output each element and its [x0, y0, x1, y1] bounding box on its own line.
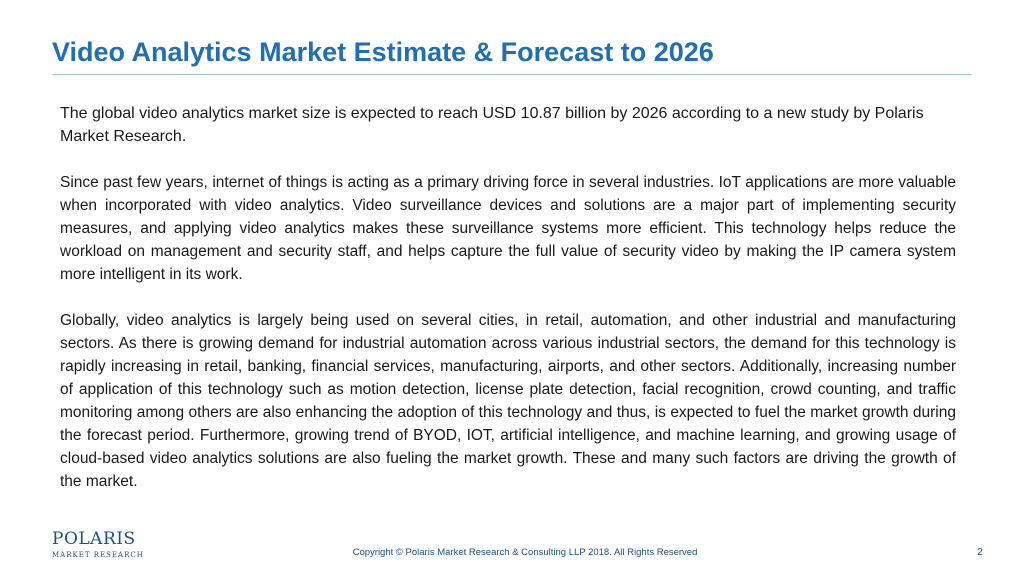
logo-subtitle: MARKET RESEARCH — [52, 551, 144, 559]
slide-title: Video Analytics Market Estimate & Foreca… — [52, 37, 714, 67]
iot-paragraph: Since past few years, internet of things… — [60, 174, 956, 283]
footer-copyright: Copyright © Polaris Market Research & Co… — [352, 547, 698, 558]
global-usage-paragraph: Globally, video analytics is largely bei… — [60, 312, 956, 490]
slide-body: The global video analytics market size i… — [60, 102, 956, 493]
title-divider — [52, 74, 972, 75]
polaris-logo: POLARIS MARKET RESEARCH — [52, 529, 144, 564]
intro-paragraph: The global video analytics market size i… — [60, 105, 924, 145]
logo-wordmark: POLARIS — [52, 529, 136, 549]
page-number: 2 — [977, 547, 983, 558]
